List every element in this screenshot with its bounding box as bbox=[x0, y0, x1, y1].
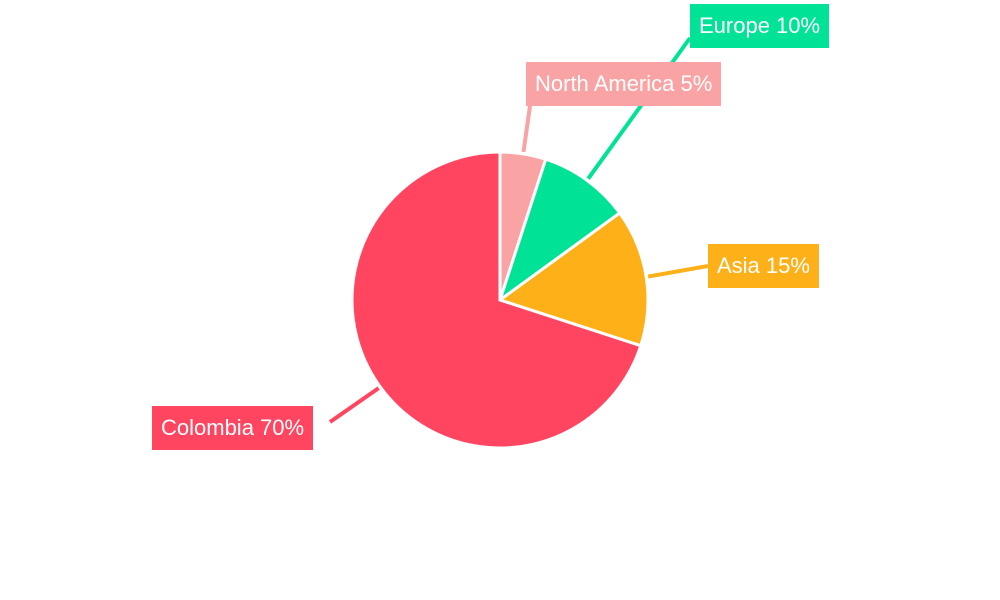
slice-label-europe: Europe 10% bbox=[690, 4, 830, 48]
slice-label-colombia: Colombia 70% bbox=[152, 406, 314, 450]
leader-line bbox=[647, 264, 709, 279]
leader-line bbox=[521, 105, 532, 153]
leader-line bbox=[328, 386, 380, 424]
pie-slice-asia bbox=[496, 210, 650, 348]
pie-slice-europe bbox=[497, 157, 622, 304]
leader-line bbox=[586, 36, 692, 180]
pie-slice-colombia bbox=[350, 150, 643, 450]
slice-label-asia: Asia 15% bbox=[708, 244, 819, 288]
slice-label-north-america: North America 5% bbox=[526, 62, 722, 106]
